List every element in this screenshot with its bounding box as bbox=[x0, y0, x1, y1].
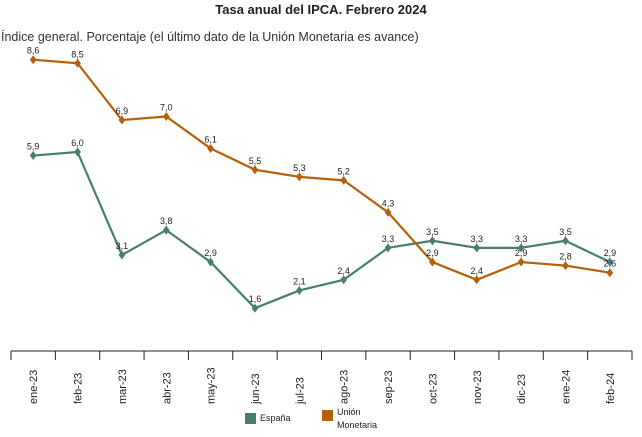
x-tick-label: oct-23 bbox=[427, 373, 439, 404]
data-label: 6,1 bbox=[204, 134, 217, 144]
x-tick-label: abr-23 bbox=[161, 372, 173, 404]
legend-item-espana[interactable]: España bbox=[245, 409, 291, 425]
data-label: 2,9 bbox=[426, 248, 439, 258]
x-tick-label: sep-23 bbox=[383, 370, 395, 404]
x-tick-label: mar-23 bbox=[117, 369, 129, 404]
data-label: 2,9 bbox=[515, 248, 528, 258]
data-label: 2,9 bbox=[204, 248, 217, 258]
x-tick-label: ene-24 bbox=[560, 370, 572, 404]
data-point[interactable] bbox=[29, 55, 37, 65]
data-point[interactable] bbox=[251, 303, 259, 313]
series-union-monetaria: 8,6 8,5 6,9 7,0 6,1 5,5 5,3 5,2 4,3 2,9 2,4 2,9 2,8 2… bbox=[27, 46, 616, 285]
series-layer: 5,9 6,0 3,1 3,8 2,9 1,6 2,1 2,4 3,3 3,5 3,3 3,3 3,5 2… bbox=[27, 46, 616, 313]
data-label: 7,0 bbox=[160, 103, 173, 113]
data-label: 3,5 bbox=[426, 227, 439, 237]
x-tick-label: jun-23 bbox=[250, 373, 262, 405]
data-label: 2,4 bbox=[337, 266, 350, 276]
data-point[interactable] bbox=[429, 257, 436, 267]
legend-item-union-monetaria[interactable]: Unión Monetaria bbox=[322, 406, 377, 432]
data-point[interactable] bbox=[162, 112, 170, 121]
data-point[interactable] bbox=[517, 243, 525, 253]
data-label: 8,6 bbox=[27, 46, 40, 56]
legend-label-espana: España bbox=[260, 413, 291, 423]
data-point[interactable] bbox=[295, 285, 303, 295]
data-label: 1,6 bbox=[249, 294, 262, 304]
data-point[interactable] bbox=[118, 250, 126, 260]
data-label: 5,5 bbox=[249, 156, 262, 166]
data-point[interactable] bbox=[384, 207, 392, 217]
data-label: 5,2 bbox=[337, 166, 350, 176]
x-axis: ene-23 feb-23 mar-23 abr-23 may-23 jun-23 jul-… bbox=[10, 350, 633, 405]
data-point[interactable] bbox=[473, 243, 481, 253]
data-point[interactable] bbox=[340, 275, 348, 285]
data-label: 2,9 bbox=[604, 248, 617, 258]
x-tick-label: ene-23 bbox=[28, 370, 40, 404]
chart-title: Tasa anual del IPCA. Febrero 2024 bbox=[215, 2, 427, 17]
data-label: 3,8 bbox=[160, 216, 173, 226]
data-point[interactable] bbox=[606, 268, 614, 278]
chart-subtitle: Índice general. Porcentaje (el último da… bbox=[1, 30, 419, 44]
data-point[interactable] bbox=[207, 143, 214, 153]
data-point[interactable] bbox=[118, 115, 126, 125]
x-tick-label: nov-23 bbox=[472, 370, 484, 404]
series-espana: 5,9 6,0 3,1 3,8 2,9 1,6 2,1 2,4 3,3 3,5 3,3 3,3 3,5 2… bbox=[27, 138, 616, 313]
series-line bbox=[33, 58, 610, 281]
data-label: 2,8 bbox=[559, 252, 572, 262]
data-label: 3,5 bbox=[559, 227, 572, 237]
data-point[interactable] bbox=[562, 261, 569, 271]
data-label: 6,0 bbox=[71, 138, 84, 148]
legend-label-union-line2: Monetaria bbox=[337, 420, 378, 430]
data-label: 4,3 bbox=[382, 198, 395, 208]
data-point[interactable] bbox=[340, 175, 348, 185]
data-point[interactable] bbox=[517, 257, 525, 267]
data-label: 2,4 bbox=[470, 266, 483, 276]
data-point[interactable] bbox=[606, 257, 614, 267]
x-tick-label: feb-23 bbox=[73, 373, 85, 404]
x-tick-label: feb-24 bbox=[605, 373, 617, 404]
data-label: 3,3 bbox=[515, 234, 528, 244]
data-point[interactable] bbox=[74, 147, 81, 157]
data-label: 5,3 bbox=[293, 163, 306, 173]
data-label: 2,1 bbox=[293, 276, 306, 286]
data-label: 3,3 bbox=[382, 234, 395, 244]
data-point[interactable] bbox=[162, 225, 170, 235]
data-point[interactable] bbox=[384, 243, 392, 253]
data-label: 2,6 bbox=[604, 259, 617, 269]
data-point[interactable] bbox=[74, 58, 81, 68]
series-line bbox=[33, 150, 611, 310]
x-tick-label: may-23 bbox=[206, 367, 218, 404]
x-tick-label: jul-23 bbox=[294, 377, 306, 405]
legend-label-union-monetaria: Unión Monetaria bbox=[337, 406, 377, 432]
data-point[interactable] bbox=[251, 165, 259, 175]
data-point[interactable] bbox=[562, 236, 569, 246]
data-label: 3,3 bbox=[470, 234, 483, 244]
legend-swatch-union-monetaria bbox=[322, 410, 333, 421]
data-point[interactable] bbox=[473, 275, 481, 285]
x-tick-label: ago-23 bbox=[339, 370, 351, 404]
data-label: 5,9 bbox=[27, 142, 40, 152]
data-point[interactable] bbox=[429, 236, 436, 246]
legend-label-union-line1: Unión bbox=[337, 407, 361, 417]
data-label: 8,5 bbox=[71, 49, 84, 59]
data-point[interactable] bbox=[295, 172, 303, 182]
data-point[interactable] bbox=[29, 151, 37, 161]
data-label: 6,9 bbox=[116, 106, 129, 116]
legend-swatch-espana bbox=[245, 413, 256, 424]
data-point[interactable] bbox=[207, 257, 214, 267]
data-label: 3,1 bbox=[116, 241, 129, 251]
x-tick-label: dic-23 bbox=[516, 374, 528, 404]
